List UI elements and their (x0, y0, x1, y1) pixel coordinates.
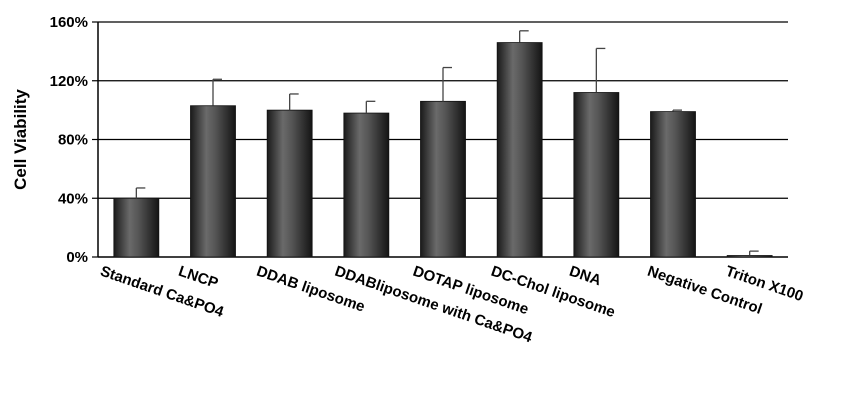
bar (573, 92, 620, 258)
bar (190, 105, 236, 258)
y-axis-title: Cell Viability (11, 89, 30, 190)
y-tick-label: 80% (58, 132, 88, 149)
bar (420, 100, 466, 258)
bars (113, 42, 773, 258)
bar (113, 197, 160, 258)
y-tick-label: 0% (66, 249, 88, 266)
y-tick-label: 120% (50, 73, 88, 90)
bar (726, 255, 773, 258)
error-bars (135, 30, 759, 256)
x-category-label: LNCP (176, 263, 220, 292)
y-tick-label: 40% (58, 190, 88, 207)
bar (496, 42, 543, 258)
y-tick-labels: 0% 40% 80% 120% 160% (50, 14, 88, 266)
bar (266, 109, 313, 258)
x-category-label: DNA (567, 263, 603, 290)
bar (650, 111, 696, 258)
y-tick-label: 160% (50, 14, 88, 31)
bar (343, 112, 390, 258)
